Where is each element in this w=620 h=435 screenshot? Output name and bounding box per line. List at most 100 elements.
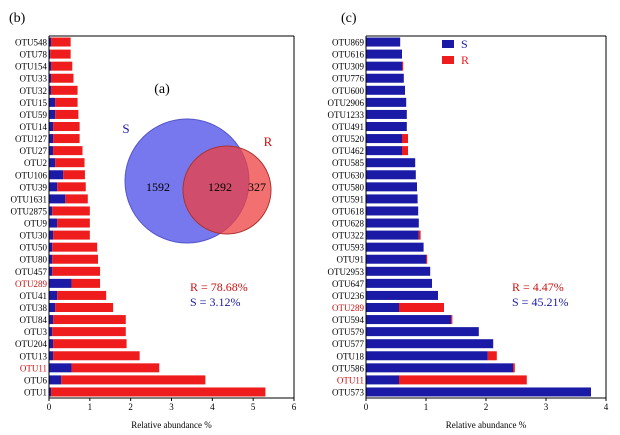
annotation-r-share: R = 78.68%: [190, 280, 248, 294]
bar-s-otu84: [49, 315, 54, 325]
bar-s-otu2953: [366, 266, 431, 276]
category-label-otu13: OTU13: [20, 351, 48, 361]
bar-r-otu289: [399, 303, 444, 312]
bar-r-otu41: [57, 290, 107, 300]
bar-r-otu106: [63, 170, 85, 180]
category-label-otu616: OTU616: [332, 50, 364, 60]
bar-s-otu593: [366, 242, 424, 252]
category-label-otu1631: OTU1631: [11, 194, 48, 204]
panel-b-chart: (b)OTU548OTU78OTU154OTU33OTU32OTU15OTU59…: [9, 11, 297, 430]
x-axis-title: Relative abundance %: [446, 420, 527, 430]
annotation-s-share: S = 45.21%: [512, 295, 568, 309]
category-label-otu41: OTU41: [20, 291, 48, 301]
x-tick-label: 2: [484, 402, 489, 412]
bar-s-otu1233: [366, 109, 407, 119]
bar-s-otu491: [366, 122, 407, 131]
category-label-otu33: OTU33: [20, 74, 48, 84]
category-label-otu236: OTU236: [332, 291, 364, 301]
x-axis-title: Relative abundance %: [131, 420, 212, 430]
category-label-otu591: OTU591: [332, 194, 364, 204]
category-label-otu491: OTU491: [332, 122, 364, 132]
bar-s-otu11: [366, 375, 399, 385]
bar-r-otu80: [52, 254, 98, 264]
bar-s-otu2875: [49, 206, 53, 216]
bar-s-otu628: [366, 218, 419, 228]
bar-s-otu586: [366, 363, 513, 373]
x-tick-label: 0: [364, 402, 369, 412]
bar-s-otu647: [366, 278, 432, 288]
venn-count-s-only: 1592: [146, 180, 170, 194]
bar-r-otu30: [53, 230, 90, 240]
bar-r-otu15: [55, 97, 78, 107]
category-label-otu577: OTU577: [332, 339, 364, 349]
category-label-otu106: OTU106: [15, 170, 47, 180]
category-label-otu594: OTU594: [332, 315, 364, 325]
x-tick-label: 2: [128, 402, 133, 412]
bar-s-otu11: [49, 363, 72, 373]
category-label-otu618: OTU618: [332, 206, 364, 216]
c-panel-label: (c): [341, 11, 357, 26]
category-label-otu776: OTU776: [332, 74, 364, 84]
bar-r-otu204: [53, 339, 127, 349]
category-label-otu78: OTU78: [20, 50, 48, 60]
bar-s-otu30: [49, 230, 54, 240]
category-label-otu11: OTU11: [20, 363, 47, 373]
bar-r-otu91: [426, 254, 428, 264]
category-label-otu630: OTU630: [332, 170, 364, 180]
bar-s-otu32: [49, 85, 52, 95]
category-label-otu1233: OTU1233: [328, 110, 365, 120]
bar-r-otu154: [51, 61, 73, 71]
x-tick-label: 3: [169, 402, 174, 412]
category-label-otu15: OTU15: [20, 98, 48, 108]
bar-s-otu600: [366, 85, 405, 95]
bar-s-otu616: [366, 49, 402, 59]
bar-s-otu520: [366, 134, 402, 144]
category-label-otu309: OTU309: [332, 62, 364, 72]
bar-s-otu38: [49, 303, 56, 312]
bar-s-otu3: [49, 327, 53, 337]
bar-s-otu236: [366, 290, 438, 300]
venn-count-intersection: 1292: [208, 180, 232, 194]
venn-circle-r: [182, 145, 272, 235]
bar-s-otu585: [366, 158, 416, 168]
category-label-otu585: OTU585: [332, 158, 364, 168]
bar-r-otu6: [61, 375, 206, 385]
category-label-otu32: OTU32: [20, 86, 48, 96]
category-label-otu154: OTU154: [15, 62, 47, 72]
legend-swatch-s: [442, 40, 454, 48]
bar-s-otu15: [49, 97, 56, 107]
bar-s-otu573: [366, 387, 591, 397]
bar-r-otu594: [451, 315, 453, 325]
annotation-r-share: R = 4.47%: [512, 280, 564, 294]
category-label-otu586: OTU586: [332, 363, 364, 373]
bar-r-otu9: [57, 218, 90, 228]
x-tick-label: 5: [251, 402, 256, 412]
category-label-otu14: OTU14: [20, 122, 48, 132]
bar-r-otu84: [53, 315, 126, 325]
bar-r-otu59: [55, 109, 79, 119]
category-label-otu580: OTU580: [332, 182, 364, 192]
bar-s-otu591: [366, 194, 418, 204]
venn-panel-label: (a): [154, 82, 170, 97]
bar-s-otu6: [49, 375, 62, 385]
bar-r-otu289: [71, 278, 101, 288]
category-label-otu628: OTU628: [332, 219, 364, 229]
x-tick-label: 4: [210, 402, 215, 412]
x-tick-label: 6: [292, 402, 297, 412]
category-label-otu573: OTU573: [332, 387, 364, 397]
bar-r-otu462: [402, 146, 408, 156]
bar-r-otu18: [487, 351, 497, 361]
bar-r-otu586: [513, 363, 515, 373]
category-label-otu2875: OTU2875: [11, 206, 48, 216]
bar-s-otu309: [366, 61, 402, 71]
bar-s-otu630: [366, 170, 416, 180]
bar-s-otu18: [366, 351, 488, 361]
category-label-otu2906: OTU2906: [328, 98, 365, 108]
category-label-otu462: OTU462: [332, 146, 364, 156]
category-label-otu869: OTU869: [332, 38, 364, 48]
bar-r-otu520: [402, 134, 408, 144]
bar-r-otu1631: [65, 194, 88, 204]
bar-r-otu548: [51, 37, 71, 47]
bar-s-otu579: [366, 327, 479, 337]
